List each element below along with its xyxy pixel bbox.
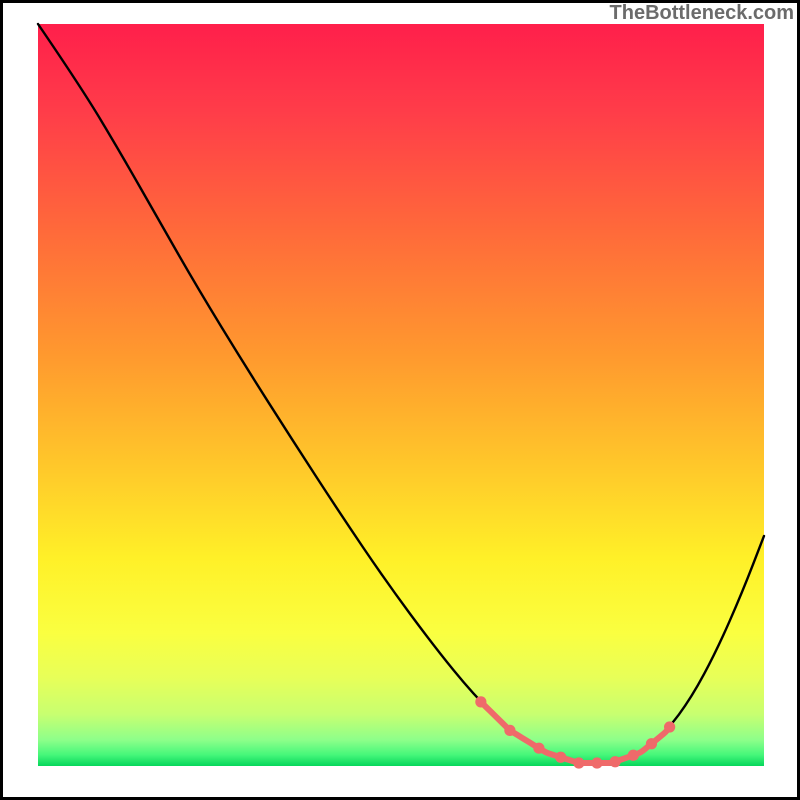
sweet-spot-marker	[573, 757, 584, 768]
sweet-spot-marker	[610, 756, 621, 767]
sweet-spot-marker	[591, 757, 602, 768]
sweet-spot-marker	[628, 750, 639, 761]
plot-background	[38, 24, 764, 766]
chart-root: TheBottleneck.com	[0, 0, 800, 800]
sweet-spot-marker	[533, 743, 544, 754]
chart-svg	[0, 0, 800, 800]
sweet-spot-marker	[555, 752, 566, 763]
sweet-spot-marker	[475, 696, 486, 707]
watermark-label: TheBottleneck.com	[610, 2, 794, 25]
sweet-spot-marker	[664, 721, 675, 732]
sweet-spot-marker	[646, 738, 657, 749]
sweet-spot-marker	[504, 725, 515, 736]
